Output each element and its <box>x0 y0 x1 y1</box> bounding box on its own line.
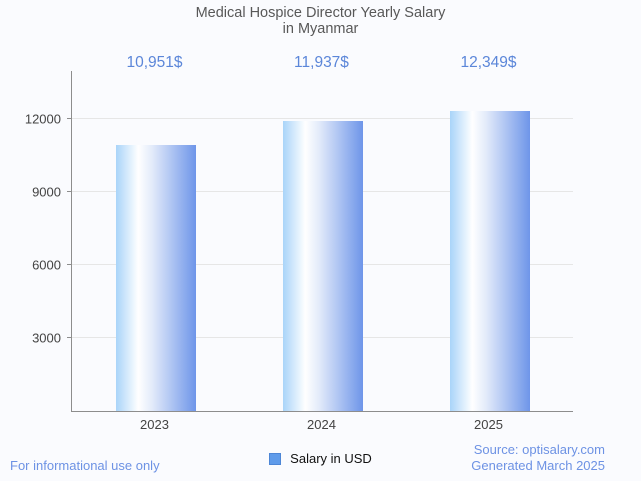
y-tick-label: 12000 <box>24 111 61 127</box>
legend-swatch-icon <box>269 452 282 465</box>
bar-2025[interactable] <box>449 110 530 411</box>
source-note: Source: optisalary.com Generated March 2… <box>471 442 605 474</box>
value-label-2024: 11,937$ <box>294 54 349 71</box>
disclaimer-text: For informational use only <box>10 458 160 473</box>
x-axis-label-2025: 2025 <box>474 417 503 432</box>
value-label-2025: 12,349$ <box>460 54 517 71</box>
y-tick-mark <box>67 264 72 266</box>
chart-title-line1: Medical Hospice Director Yearly Salary <box>195 5 446 21</box>
gridline-12000 <box>72 118 573 120</box>
legend: Salary in USD <box>0 451 641 466</box>
chart-title-line2: in Myanmar <box>282 21 359 37</box>
legend-label: Salary in USD <box>290 451 372 466</box>
bar-2023[interactable] <box>115 144 196 411</box>
source-line: Source: optisalary.com <box>473 442 605 457</box>
bar-2024[interactable] <box>282 120 363 411</box>
chart-title: Medical Hospice Director Yearly Salary i… <box>0 5 641 37</box>
plot-area: 3000 6000 9000 12000 <box>25 71 573 412</box>
y-tick-label: 9000 <box>32 184 61 200</box>
y-tick-mark <box>67 337 72 339</box>
x-axis-label-2023: 2023 <box>140 417 169 432</box>
y-tick-label: 3000 <box>32 330 61 346</box>
y-tick-mark <box>67 118 72 120</box>
y-tick-label: 6000 <box>32 257 61 273</box>
generated-line: Generated March 2025 <box>471 458 605 473</box>
value-label-2023: 10,951$ <box>126 54 183 71</box>
y-tick-mark <box>67 191 72 193</box>
x-axis-label-2024: 2024 <box>307 417 336 432</box>
